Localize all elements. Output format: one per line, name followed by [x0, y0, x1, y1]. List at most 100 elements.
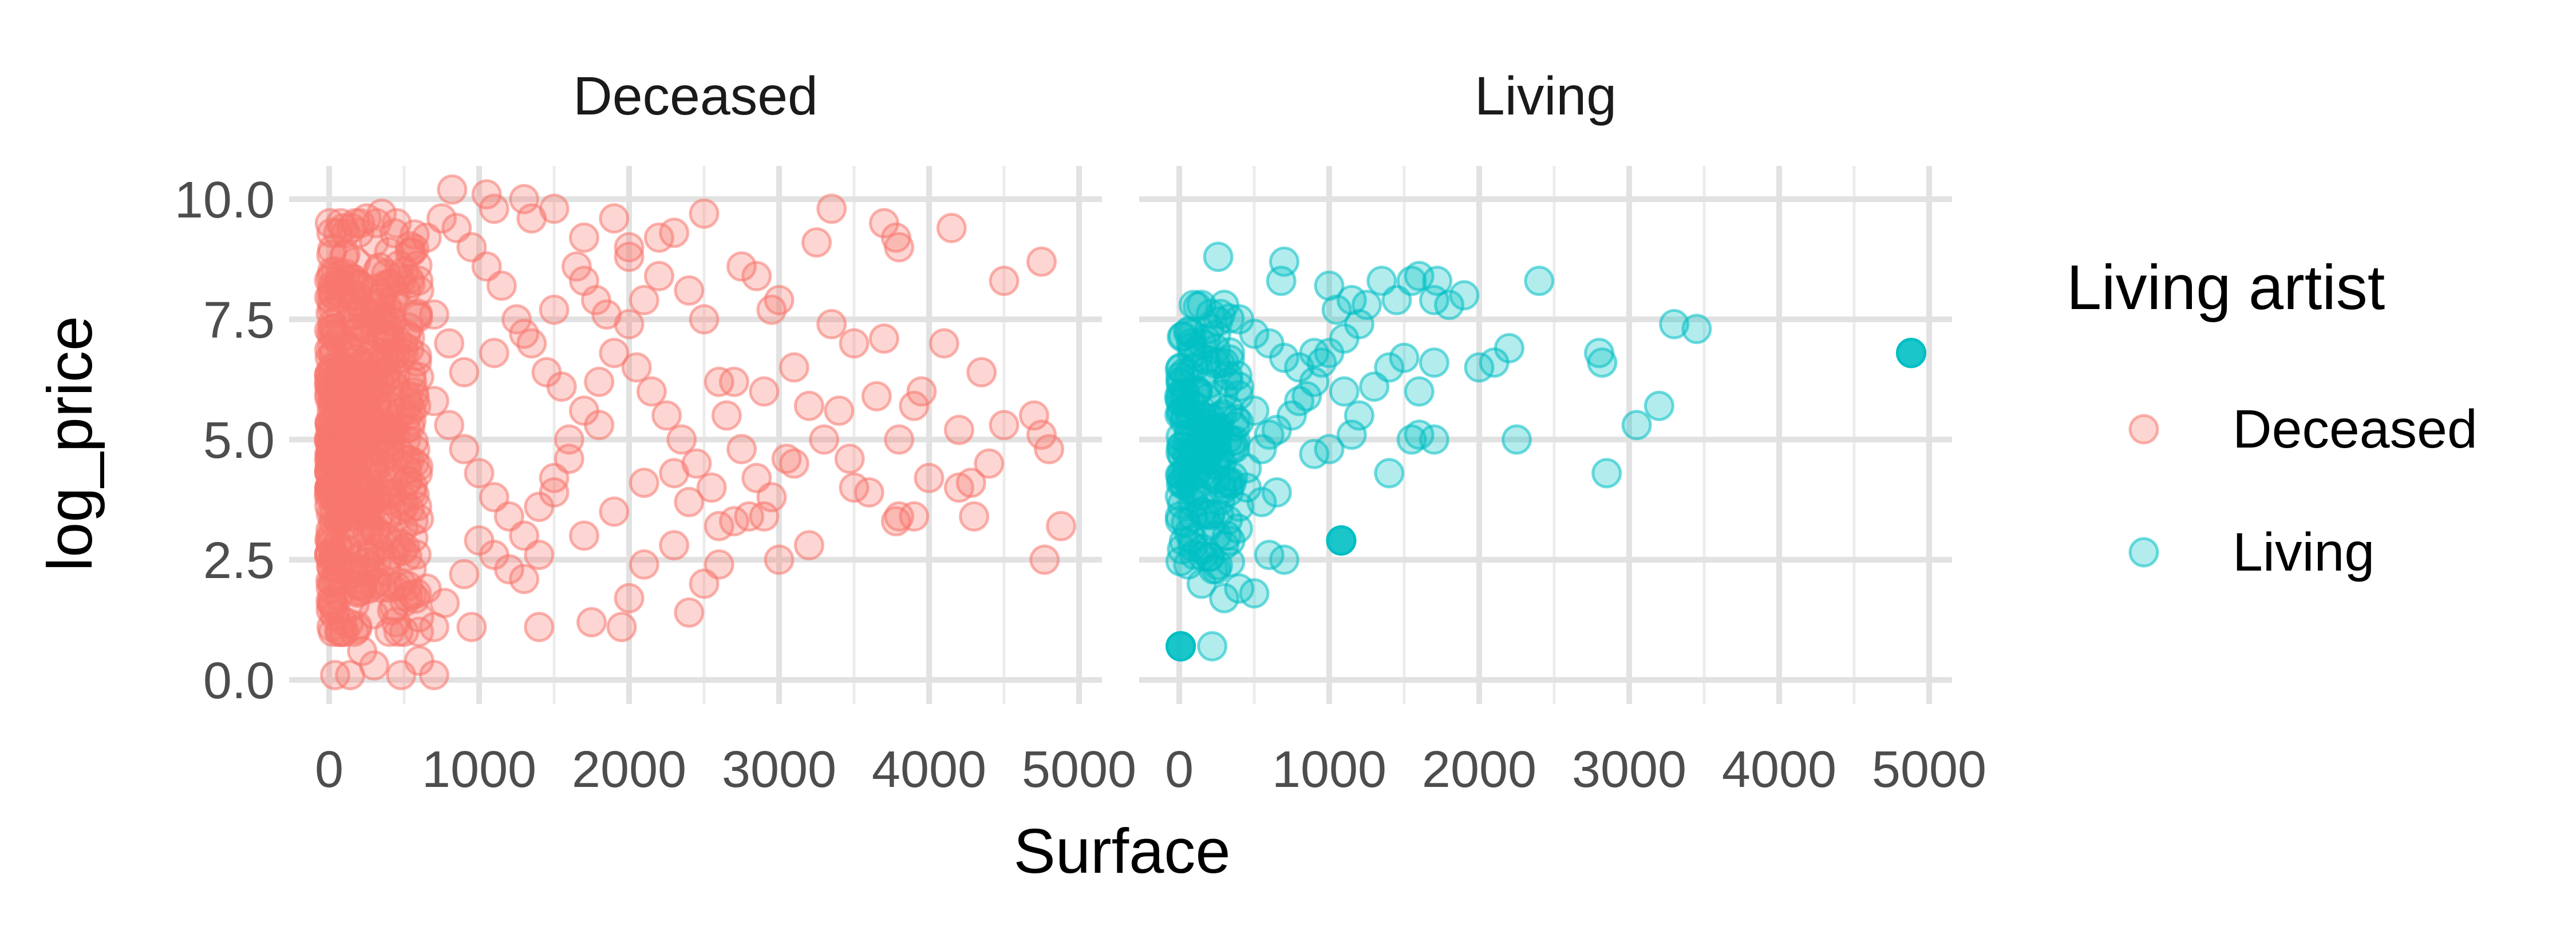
- data-point: [332, 371, 363, 402]
- data-point: [1366, 266, 1397, 296]
- data-point: [861, 381, 892, 411]
- legend-label: Living: [2233, 522, 2374, 583]
- data-point: [383, 616, 414, 647]
- data-point: [1591, 458, 1622, 489]
- data-point: [352, 520, 383, 551]
- data-point: [839, 328, 870, 359]
- data-point: [1329, 376, 1360, 407]
- data-point: [659, 530, 690, 561]
- data-point: [674, 597, 705, 628]
- data-point: [539, 462, 570, 493]
- data-point: [479, 193, 509, 224]
- data-point: [509, 318, 540, 349]
- data-point: [741, 260, 772, 291]
- data-point: [1212, 505, 1243, 536]
- facet-title: Deceased: [573, 66, 818, 126]
- data-point: [793, 530, 824, 561]
- data-point: [599, 338, 630, 369]
- data-point: [350, 556, 381, 587]
- data-point: [689, 304, 720, 335]
- data-point: [1266, 266, 1297, 296]
- data-point: [756, 482, 787, 513]
- data-point: [629, 468, 659, 498]
- data-point: [854, 477, 884, 508]
- data-point: [1344, 400, 1374, 431]
- data-point: [914, 462, 945, 493]
- legend: Living artist Deceased Living: [2067, 252, 2478, 583]
- data-point: [771, 444, 802, 474]
- data-point: [1214, 337, 1245, 368]
- data-point: [696, 472, 727, 503]
- data-point: [936, 212, 967, 243]
- data-point: [403, 451, 434, 482]
- data-point: [324, 535, 355, 565]
- facet-title: Living: [1475, 66, 1617, 126]
- data-point: [643, 260, 674, 291]
- data-point: [1681, 314, 1712, 345]
- legend-key: [2128, 537, 2159, 568]
- data-point: [749, 376, 780, 407]
- data-point: [1269, 342, 1299, 373]
- data-point: [929, 328, 959, 359]
- data-point: [1178, 440, 1208, 471]
- data-point: [568, 222, 599, 253]
- panels-layer: Deceased 0 1000 2000 3000 4000 5000 0.0 2.5 5.0 7.…: [175, 66, 1986, 798]
- data-point: [614, 242, 645, 272]
- data-point: [1254, 420, 1285, 450]
- x-tick-label: 1000: [422, 741, 536, 798]
- data-point: [880, 506, 911, 537]
- data-point: [342, 490, 373, 521]
- data-point: [464, 458, 495, 489]
- data-point: [764, 544, 795, 575]
- data-point: [1165, 631, 1196, 662]
- data-point: [974, 448, 1005, 479]
- data-point: [1239, 578, 1270, 609]
- data-point: [614, 308, 645, 339]
- data-point: [339, 589, 370, 620]
- data-point: [1203, 242, 1234, 272]
- data-point: [614, 232, 645, 263]
- data-point: [404, 504, 434, 535]
- data-point: [539, 294, 570, 325]
- points-living: [1165, 242, 1927, 662]
- data-point: [1502, 424, 1532, 455]
- data-point: [576, 607, 607, 638]
- y-axis-title: log_price: [35, 316, 105, 571]
- dense-cluster: [1164, 290, 1254, 585]
- data-point: [509, 564, 540, 595]
- data-point: [809, 424, 840, 455]
- data-point: [479, 338, 509, 369]
- y-tick-label: 7.5: [203, 292, 275, 349]
- x-tick-label: 0: [315, 741, 343, 798]
- data-point: [393, 312, 424, 343]
- data-point: [554, 424, 584, 455]
- data-point: [1314, 434, 1345, 465]
- data-point: [320, 539, 351, 570]
- data-point: [801, 227, 832, 258]
- data-point: [1896, 338, 1927, 369]
- data-point: [1344, 308, 1374, 339]
- x-tick-label: 0: [1165, 741, 1194, 798]
- data-point: [339, 280, 370, 311]
- data-point: [1494, 333, 1524, 363]
- data-point: [1434, 290, 1465, 320]
- y-tick-label: 2.5: [203, 532, 275, 589]
- data-point: [366, 303, 397, 334]
- data-point: [568, 266, 599, 296]
- data-point: [629, 549, 659, 580]
- x-tick-label: 4000: [872, 741, 986, 798]
- data-point: [704, 549, 734, 580]
- data-point: [659, 458, 690, 489]
- data-point: [404, 645, 434, 676]
- points-deceased: [319, 174, 1077, 691]
- data-point: [372, 502, 403, 533]
- x-axis-title: Surface: [1013, 816, 1230, 887]
- data-point: [704, 366, 734, 397]
- data-point: [816, 193, 847, 224]
- x-tick-label: 5000: [1872, 741, 1986, 798]
- data-point: [315, 438, 346, 469]
- data-point: [636, 376, 667, 407]
- data-point: [1389, 342, 1420, 373]
- data-point: [966, 357, 997, 387]
- data-point: [779, 352, 809, 383]
